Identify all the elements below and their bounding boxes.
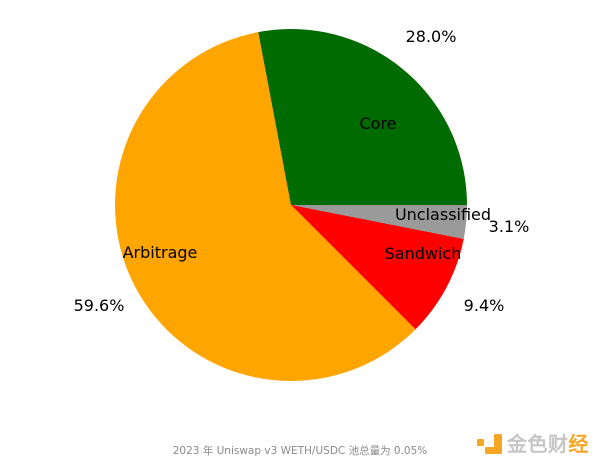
slice-label-core: Core [359,114,397,134]
slice-pct-arbitrage: 59.6% [73,296,125,316]
slice-label-unclassified: Unclassified [394,205,492,225]
slice-label-arbitrage: Arbitrage [122,243,198,263]
chart-caption: 2023 年 Uniswap v3 WETH/USDC 池总量为 0.05% [172,445,428,457]
brand-text-main: 金色财 [507,432,569,456]
slice-label-sandwich: Sandwich [384,244,462,264]
slice-pct-unclassified: 3.1% [488,217,530,237]
logo-bar-vertical [494,434,502,454]
slice-pct-core: 28.0% [405,27,457,47]
brand-watermark: 金色财经 [477,434,589,454]
jinse-logo-icon [477,434,502,454]
logo-bar-horizontal [485,447,502,454]
brand-text: 金色财经 [507,434,589,454]
brand-text-accent: 经 [568,432,589,456]
slice-pct-sandwich: 9.4% [463,296,505,316]
logo-dot [477,439,484,446]
pie-chart [115,29,467,381]
